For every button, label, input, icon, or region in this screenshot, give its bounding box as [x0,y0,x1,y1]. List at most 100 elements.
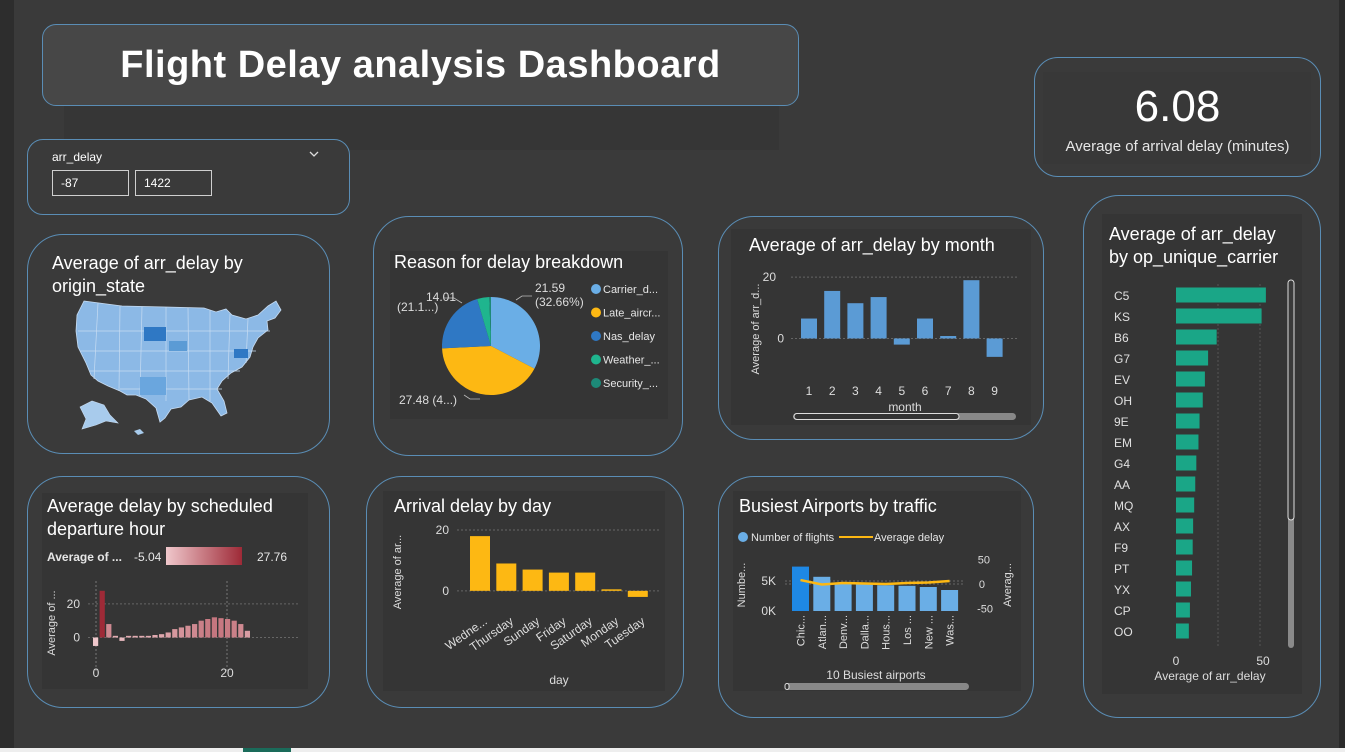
hawaii-shape[interactable] [134,429,144,435]
scrollbar-thumb[interactable] [1287,279,1295,521]
day-bar[interactable] [627,590,648,597]
slicer-max-input[interactable]: 1422 [135,170,212,196]
hour-bar-chart[interactable]: Average of ... -5.04 27.76 20 0 Average of ..… [28,477,331,709]
airport-bar[interactable] [919,587,937,611]
day-bar[interactable] [575,572,596,591]
day-bar[interactable] [522,569,543,591]
carrier-bar[interactable] [1176,560,1193,576]
carrier-bar[interactable] [1176,350,1209,366]
hour-bar[interactable] [145,635,151,638]
pie-legend-label[interactable]: Weather_... [603,355,660,367]
contiguous-us-shape[interactable] [75,300,282,423]
hour-bar[interactable] [93,637,99,646]
month-bar[interactable] [870,297,887,339]
hour-bar[interactable] [119,637,125,641]
carrier-bar[interactable] [1176,476,1196,492]
kpi-card[interactable]: 6.08 Average of arrival delay (minutes) [1034,57,1321,177]
active-page-tab[interactable] [243,748,291,752]
hour-bar[interactable] [165,632,171,638]
state-highlight-ia[interactable] [169,341,187,351]
airport-bar[interactable] [941,590,959,611]
airport-bar[interactable] [855,584,873,611]
month-bar[interactable] [824,290,841,339]
pie-leader [463,394,480,400]
month-bar[interactable] [847,303,864,339]
hour-bar[interactable] [112,635,118,638]
pie-slice[interactable] [491,297,540,369]
day-bar[interactable] [548,572,569,591]
scrollbar-track[interactable] [785,683,969,690]
airport-bar[interactable] [792,566,809,611]
hour-bar[interactable] [192,624,198,638]
day-bar[interactable] [601,589,622,591]
pie-legend-label[interactable]: Carrier_d... [603,284,658,296]
hour-bar[interactable] [211,617,217,638]
carrier-bar[interactable] [1176,287,1266,303]
airports-combo-chart[interactable]: Number of flights Average delay 5K 0K 50 0 -50… [719,477,1035,719]
pie-slice[interactable] [477,297,491,346]
hour-bar[interactable] [225,619,231,638]
pie-legend-label[interactable]: Late_aircr... [603,308,660,320]
carrier-bar[interactable] [1176,434,1199,450]
hour-bar[interactable] [205,619,211,638]
hour-bar[interactable] [172,629,178,638]
month-bar[interactable] [917,318,933,339]
month-bar[interactable] [986,338,1003,357]
month-bar[interactable] [940,336,957,339]
month-bar[interactable] [801,318,817,339]
hour-bar[interactable] [126,635,132,638]
state-highlight-va[interactable] [234,349,248,358]
pie-legend-label[interactable]: Security_... [603,378,658,390]
month-bar[interactable] [963,280,980,339]
chevron-down-icon[interactable] [308,149,320,159]
scrollbar-thumb[interactable] [793,413,960,420]
carrier-bar[interactable] [1176,539,1193,555]
hour-bar[interactable] [185,625,191,638]
carrier-bar[interactable] [1176,497,1195,513]
hour-bar[interactable] [218,618,224,638]
carrier-bar[interactable] [1176,371,1205,387]
scrollbar-thumb[interactable] [784,683,790,690]
carrier-bar[interactable] [1176,518,1194,534]
carrier-bar[interactable] [1176,413,1200,429]
hour-bar[interactable] [238,624,244,638]
carrier-bar[interactable] [1176,329,1217,345]
pie-chart[interactable]: 21.59(32.66%) 14.01(21.1...) 27.48 (4...) C… [374,217,684,457]
average-delay-line[interactable] [800,578,950,586]
airport-bar[interactable] [877,585,895,611]
hour-bar[interactable] [139,635,145,638]
carrier-bar[interactable] [1176,623,1189,639]
carrier-bar[interactable] [1176,392,1203,408]
carrier-bar[interactable] [1176,308,1262,324]
slicer-min-input[interactable]: -87 [52,170,129,196]
hour-bar[interactable] [178,627,184,638]
hour-bar[interactable] [152,635,158,638]
pie-legend-label[interactable]: Nas_delay [603,331,655,343]
day-bar[interactable] [496,563,517,591]
hour-bar[interactable] [231,620,237,638]
pie-slice[interactable] [489,297,491,346]
hour-bar[interactable] [99,590,105,638]
hour-bar[interactable] [244,630,250,638]
hour-bar[interactable] [132,635,138,638]
hour-bar[interactable] [198,620,204,638]
day-bar[interactable] [470,536,490,591]
month-bar-chart[interactable]: 20 0 Average of arr_d... 1 2 3 4 5 6 7 8 9 month [719,217,1045,441]
pie-slice[interactable] [442,298,491,349]
us-map[interactable] [70,297,292,437]
airport-bar[interactable] [898,585,916,611]
state-highlight-sd[interactable] [144,327,166,341]
airport-bar[interactable] [813,576,831,611]
month-bar[interactable] [893,338,910,345]
alaska-shape[interactable] [79,400,119,430]
pie-slice[interactable] [442,346,535,395]
hour-bar[interactable] [106,624,112,638]
airport-bar[interactable] [834,583,852,611]
carrier-bar[interactable] [1176,581,1191,597]
state-highlight-tx[interactable] [140,377,166,395]
carrier-bar[interactable] [1176,602,1190,618]
carrier-bar[interactable] [1176,455,1197,471]
hour-bar[interactable] [159,634,165,638]
